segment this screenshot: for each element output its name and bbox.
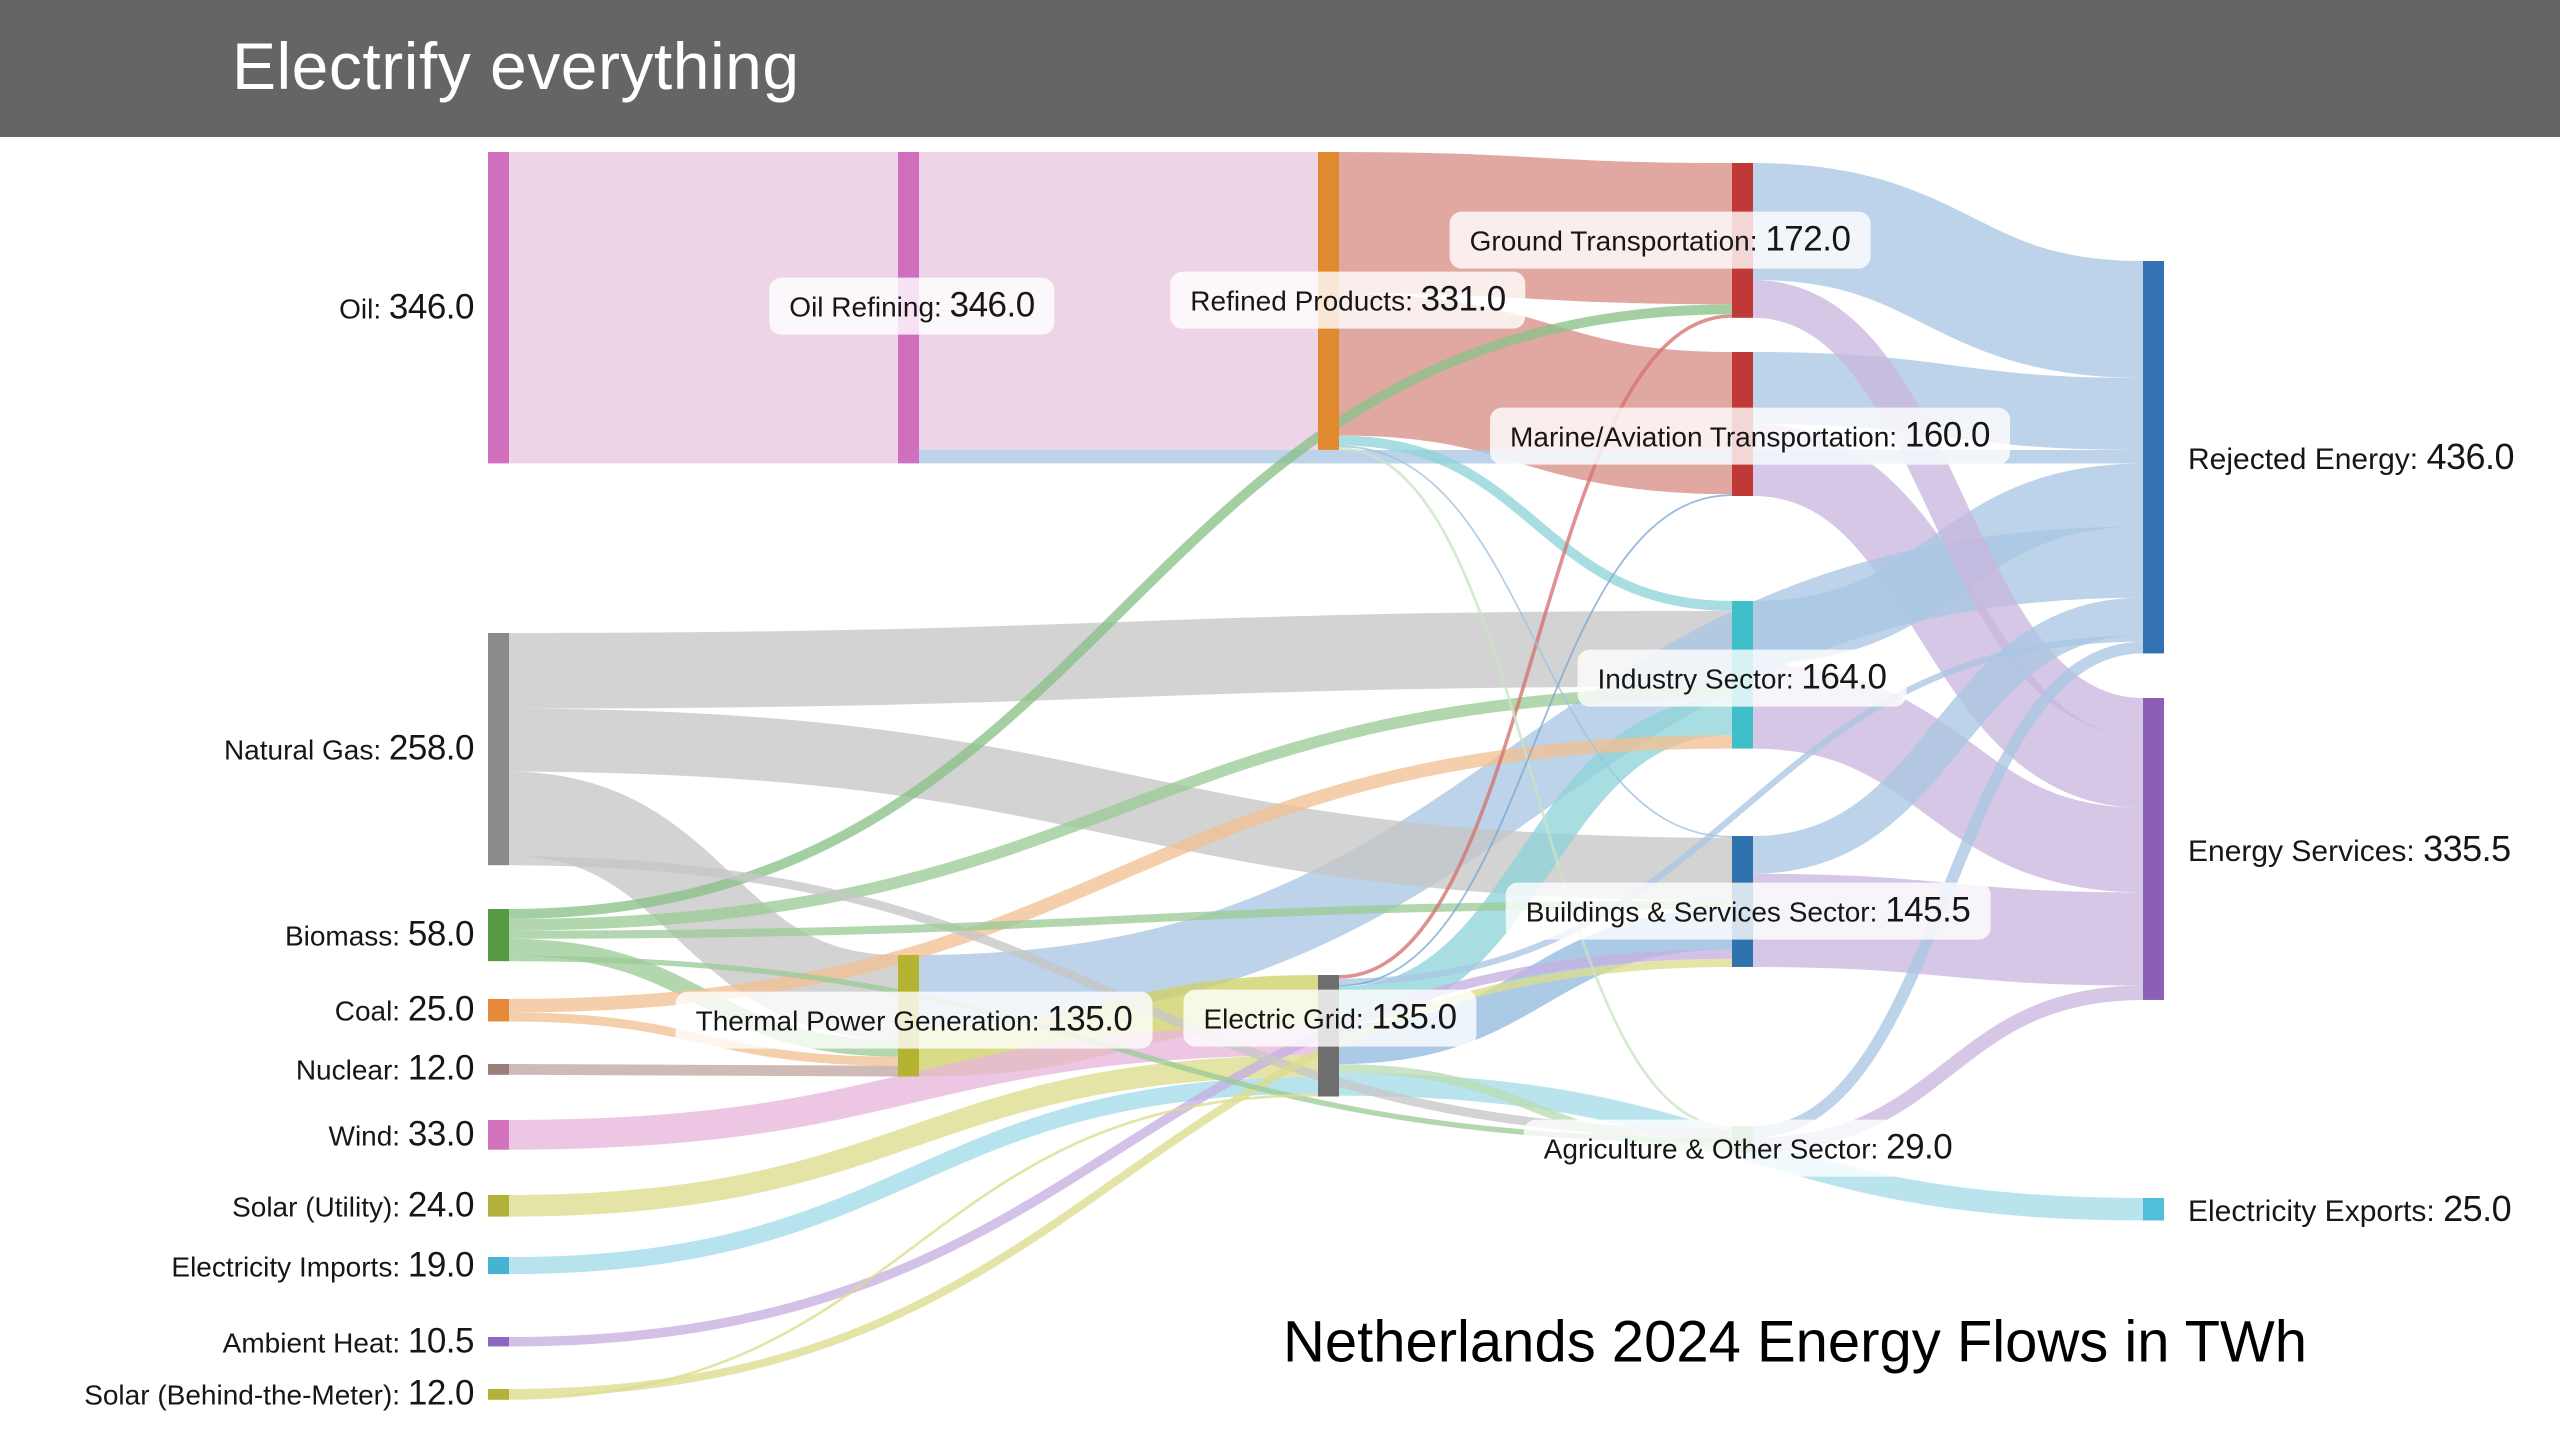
link-biomass-agriculture <box>508 955 1733 1144</box>
node-agriculture[interactable] <box>1732 1126 1753 1153</box>
link-electricity_imports-electric_grid <box>508 1076 1319 1275</box>
node-oil_refining[interactable] <box>898 152 919 464</box>
node-solar_utility[interactable] <box>488 1195 509 1217</box>
node-ambient_heat[interactable] <box>488 1337 509 1347</box>
node-electric_grid[interactable] <box>1318 975 1339 1097</box>
link-electric_grid-marine_aviation <box>1338 494 1733 987</box>
link-solar_btm-buildings <box>508 958 1733 1398</box>
link-electric_grid-industry <box>1338 698 1733 1024</box>
link-coal-industry <box>508 735 1733 1013</box>
link-buildings-rejected_energy <box>1752 597 2144 874</box>
node-nuclear[interactable] <box>488 1064 509 1075</box>
node-thermal_power[interactable] <box>898 955 919 1077</box>
link-biomass-buildings <box>508 900 1733 939</box>
link-buildings-energy_services <box>1752 873 2144 986</box>
link-natural_gas-industry <box>508 610 1733 709</box>
link-wind-electric_grid <box>508 1025 1319 1150</box>
link-industry-rejected_energy <box>1752 463 2144 664</box>
link-biomass-industry <box>508 686 1733 931</box>
slide-title-bar: Electrify everything <box>0 0 2560 137</box>
link-solar_btm-electric_grid <box>508 1093 1319 1400</box>
link-electric_grid-ground_transportation <box>1338 314 1733 979</box>
node-ground_transportation[interactable] <box>1732 163 1753 318</box>
link-refined_products-marine_aviation <box>1338 293 1733 495</box>
link-refined_products-ground_transportation <box>1338 152 1733 305</box>
link-electric_grid-rejected_energy <box>1338 635 2144 985</box>
chart-caption: Netherlands 2024 Energy Flows in TWh <box>1282 1309 2308 1375</box>
link-nuclear-thermal_power <box>508 1064 899 1077</box>
link-refined_products-buildings <box>1338 445 1733 838</box>
node-energy_services[interactable] <box>2143 698 2164 1000</box>
node-buildings[interactable] <box>1732 836 1753 967</box>
node-solar_btm[interactable] <box>488 1389 509 1400</box>
node-rejected_energy[interactable] <box>2143 261 2164 654</box>
link-solar_utility-electric_grid <box>508 1055 1319 1217</box>
node-industry[interactable] <box>1732 601 1753 749</box>
node-wind[interactable] <box>488 1120 509 1150</box>
link-ground_transportation-energy_services <box>1752 280 2144 736</box>
link-natural_gas-thermal_power <box>507 771 900 1040</box>
link-ambient_heat-buildings <box>508 949 1733 1347</box>
link-marine_aviation-energy_services <box>1751 424 2145 808</box>
link-agriculture-energy_services <box>1752 985 2144 1153</box>
node-natural_gas[interactable] <box>488 633 509 866</box>
node-oil[interactable] <box>488 152 509 464</box>
link-refined_products-industry <box>1338 435 1733 611</box>
node-electricity_imports[interactable] <box>488 1257 509 1275</box>
link-refined_products-agriculture <box>1338 447 1733 1129</box>
node-refined_products[interactable] <box>1318 152 1339 450</box>
node-biomass[interactable] <box>488 909 509 962</box>
link-marine_aviation-rejected_energy <box>1752 352 2144 450</box>
slide-title: Electrify everything <box>232 28 800 103</box>
node-marine_aviation[interactable] <box>1732 352 1753 496</box>
node-electricity_exports[interactable] <box>2143 1198 2164 1221</box>
link-industry-energy_services <box>1752 664 2144 893</box>
node-coal[interactable] <box>488 999 509 1022</box>
